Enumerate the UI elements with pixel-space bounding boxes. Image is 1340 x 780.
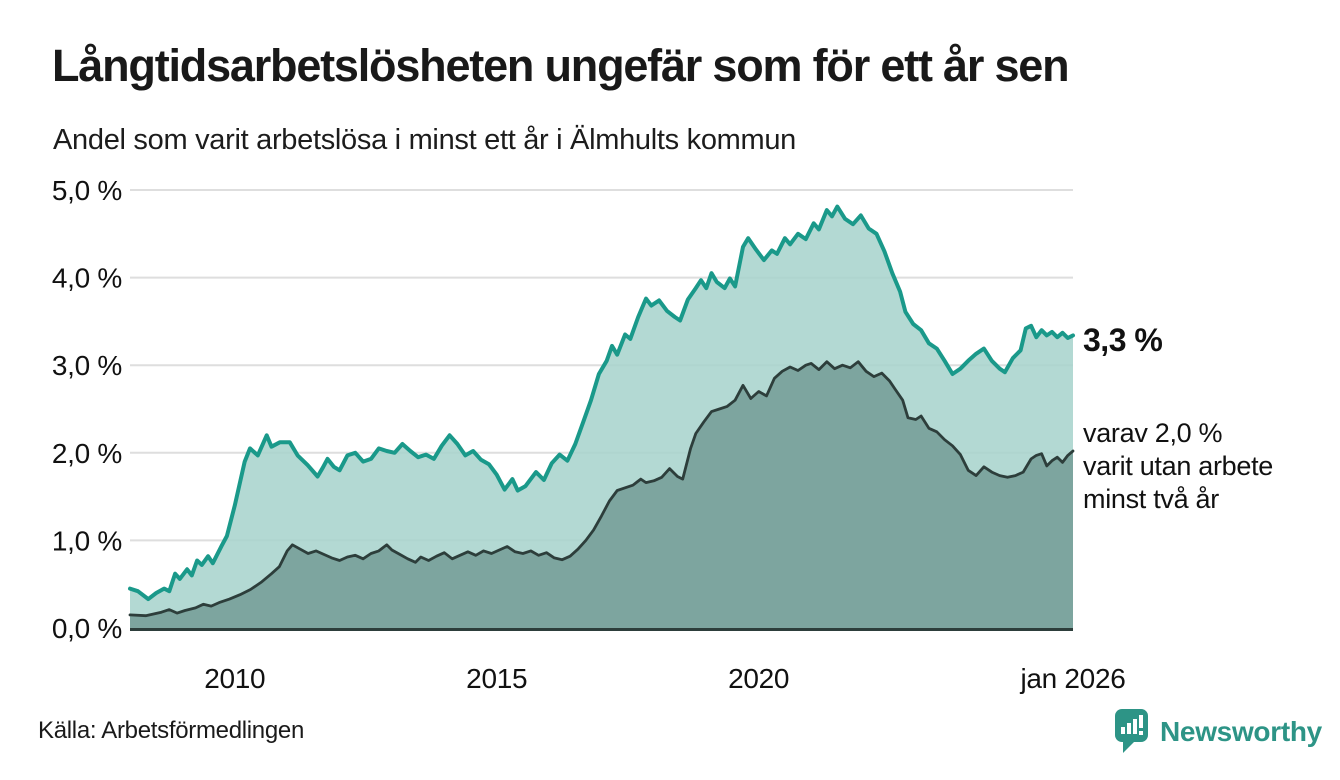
secondary-annotation-line1: varav 2,0 % <box>1083 418 1223 448</box>
x-tick-label: 2015 <box>466 663 527 694</box>
y-tick-label: 1,0 % <box>52 525 122 556</box>
y-tick-label: 4,0 % <box>52 263 122 294</box>
newsworthy-logo: Newsworthy <box>1114 708 1322 755</box>
x-tick-label: 2010 <box>204 663 265 694</box>
x-tick-label: jan 2026 <box>1019 663 1125 694</box>
line-series-2 <box>128 360 1075 618</box>
y-tick-label: 2,0 % <box>52 438 122 469</box>
secondary-series-annotation: varav 2,0 % varit utan arbete minst två … <box>1083 417 1273 516</box>
x-tick-label: 2020 <box>728 663 789 694</box>
secondary-annotation-line2: varit utan arbete <box>1083 451 1274 481</box>
source-credit: Källa: Arbetsförmedlingen <box>38 717 304 744</box>
page-title: Långtidsarbetslösheten ungefär som för e… <box>52 40 1070 91</box>
newsworthy-logo-icon <box>1115 709 1148 753</box>
newsworthy-logo-text: Newsworthy <box>1160 715 1322 747</box>
line-series-1 <box>128 204 1075 602</box>
y-tick-label: 0,0 % <box>52 613 122 644</box>
latest-value-label: 3,3 % <box>1083 322 1163 358</box>
y-tick-label: 5,0 % <box>52 175 122 206</box>
y-tick-label: 3,0 % <box>52 350 122 381</box>
secondary-annotation-line3: minst två år <box>1083 484 1219 514</box>
area-fill-series-2 <box>130 361 1073 628</box>
chart-subtitle: Andel som varit arbetslösa i minst ett å… <box>53 124 797 156</box>
